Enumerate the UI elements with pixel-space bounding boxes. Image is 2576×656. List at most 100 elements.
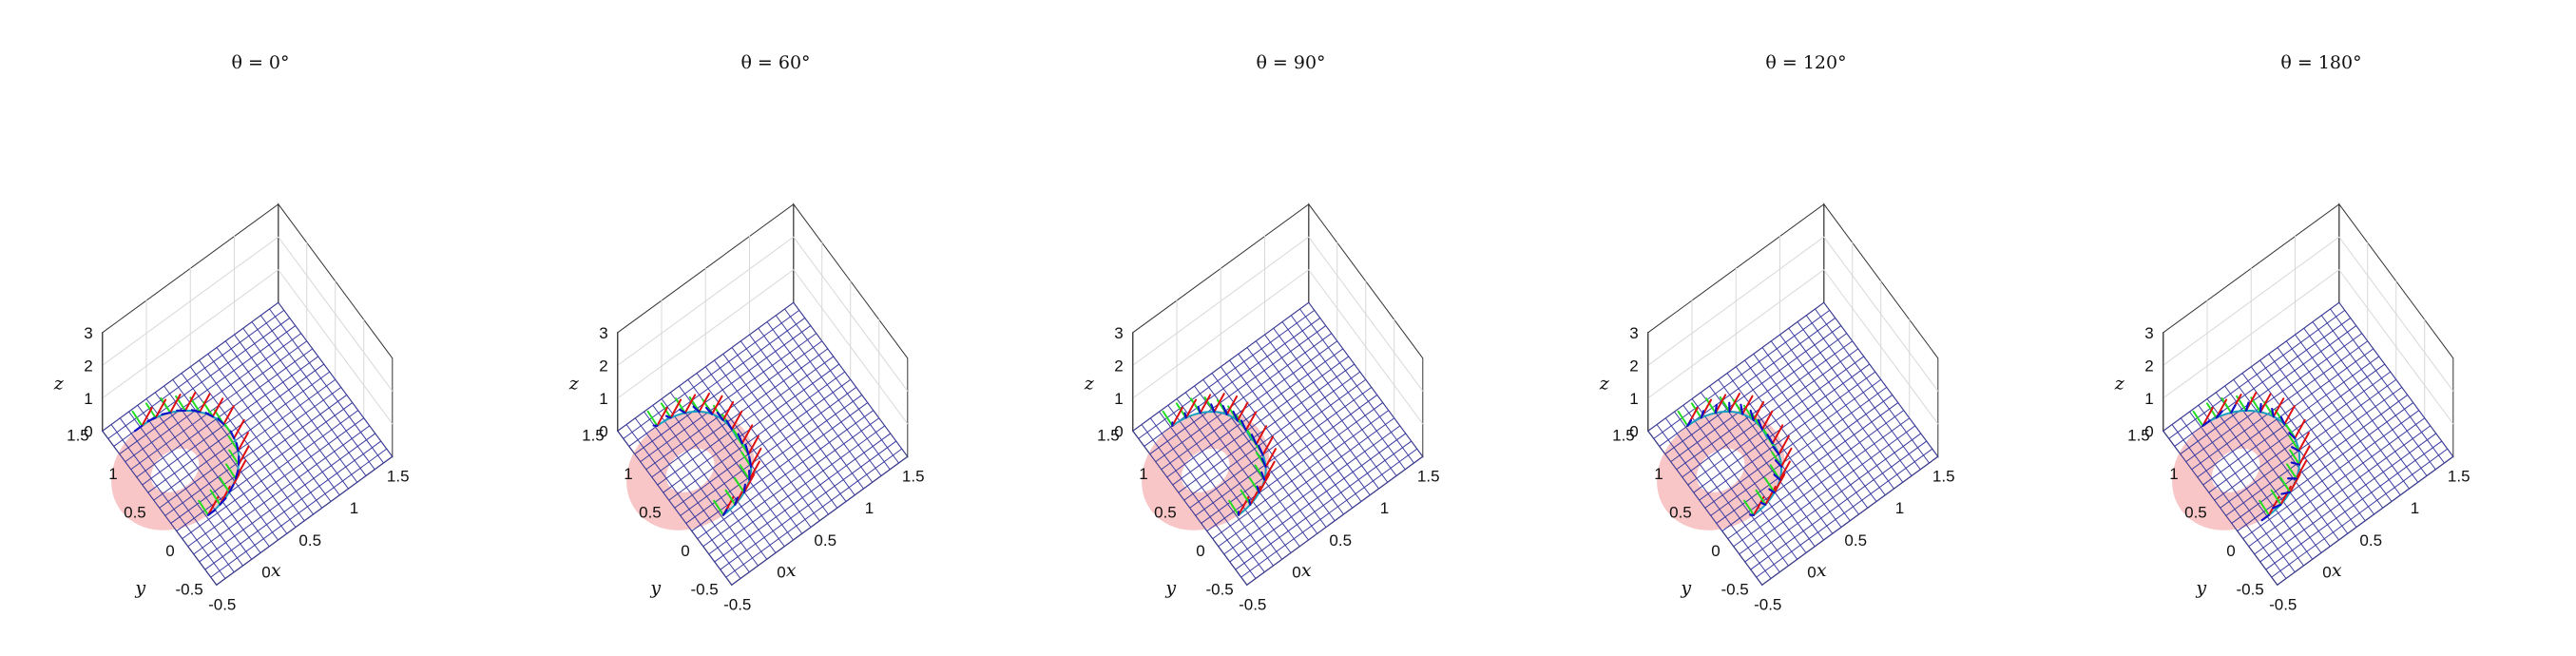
frame-arrow-y — [733, 476, 745, 494]
frame-arrow-z — [1210, 403, 1216, 414]
frame-arrow-z — [2280, 491, 2292, 495]
disk-surface — [111, 410, 240, 531]
mesh-line — [2214, 371, 2392, 501]
mesh-line — [1255, 340, 1371, 496]
frame-arrow-z — [1221, 405, 1228, 415]
frame-arrow-x — [740, 424, 754, 445]
subplot-canvas: θ = 120° 0 1 2 3 -0.5 0 0.5 1 1.5 -0.5 0 0.5 1 1.5 z y x — [1599, 52, 1955, 614]
subplot-canvas: θ = 90° 0 1 2 3 -0.5 0 0.5 1 1.5 -0.5 0 0.5 1 1.5 z y x — [1084, 52, 1440, 613]
frame-arrow-y — [1755, 489, 1767, 506]
x-axis-label: x — [1301, 560, 1312, 581]
frame-arrow-y — [1704, 397, 1717, 415]
mesh-line — [159, 378, 336, 509]
frame-arrow-x — [211, 397, 224, 418]
mesh-line — [119, 325, 297, 455]
frame-arrow-z — [1256, 485, 1260, 494]
x-tick-label: -0.5 — [1239, 595, 1266, 613]
y-tick-label: 1 — [108, 465, 117, 483]
frame-arrow-z — [1248, 498, 1252, 506]
frame-curve — [1162, 393, 1278, 516]
frame-arrow-x — [1764, 485, 1777, 506]
frame-arrow-z — [1232, 410, 1240, 422]
frame-arrow-z — [2291, 446, 2300, 453]
frame-arrow-y — [2192, 410, 2204, 427]
frame-arrow-y — [2220, 396, 2233, 414]
mesh-surface — [617, 301, 909, 586]
mesh-line — [1670, 333, 1848, 463]
mesh-line — [207, 353, 323, 509]
frame-arrow-y — [1743, 499, 1755, 516]
mesh-line — [1149, 325, 1327, 455]
frame-arrow-x — [183, 391, 197, 412]
frame-arrow-z — [190, 409, 202, 414]
mesh-line — [645, 340, 823, 471]
x-tick-label: -0.5 — [2269, 595, 2297, 613]
y-tick-label: 1 — [2169, 465, 2178, 483]
frame-arrow-z — [217, 417, 225, 426]
frame-arrow-z — [725, 419, 734, 431]
frame-arrow-x — [1225, 395, 1239, 415]
frame-arrow-z — [1772, 445, 1780, 455]
frame-arrow-z — [716, 411, 724, 422]
frame-arrow-z — [206, 509, 217, 516]
z-tick-label: 3 — [1629, 324, 1638, 342]
frame-arrow-y — [713, 499, 724, 516]
frame-arrow-z — [2288, 432, 2297, 439]
frame-arrow-z — [2271, 408, 2275, 418]
subplot-title: θ = 0° — [231, 52, 289, 73]
mesh-line — [1664, 325, 1842, 455]
frame-arrow-x — [2283, 405, 2296, 426]
frame-arrow-x — [1760, 410, 1774, 431]
y-tick-label: 1.5 — [67, 426, 89, 444]
y-tick-label: 0 — [681, 542, 689, 560]
frame-arrow-x — [1258, 473, 1271, 494]
tick-labels: 0 1 2 3 -0.5 0 0.5 1 1.5 -0.5 0 0.5 1 1.5 — [1612, 324, 1954, 614]
frame-arrow-z — [235, 441, 240, 453]
x-axis-label: x — [786, 560, 797, 581]
frame-arrow-y — [2279, 476, 2292, 493]
y-tick-label: 1 — [1139, 465, 1147, 483]
frame-arrow-x — [656, 406, 668, 427]
frame-arrow-x — [2295, 459, 2308, 480]
frame-arrow-z — [721, 509, 728, 516]
x-tick-label: 1.5 — [1932, 467, 1955, 485]
frame-arrow-x — [237, 432, 249, 453]
frame-arrow-x — [238, 445, 250, 466]
x-tick-label: 0 — [2322, 564, 2331, 582]
disk-surface — [626, 410, 755, 531]
y-tick-label: 0.5 — [1669, 503, 1692, 521]
mesh-line — [2303, 327, 2419, 483]
frame-arrow-x — [1771, 424, 1784, 445]
frame-arrow-x — [1236, 401, 1249, 422]
y-tick-label: 0.5 — [639, 503, 662, 521]
subplot-title: θ = 120° — [1765, 52, 1846, 73]
x-axis-label: x — [2332, 560, 2342, 581]
y-tick-label: 0.5 — [1154, 503, 1177, 521]
mesh-line — [1246, 347, 1362, 502]
mesh-line — [2312, 321, 2428, 476]
subplot-5: θ = 180° 0 1 2 3 -0.5 0 0.5 1 1.5 -0.5 0 0.5 1 1.5 z y x — [2061, 0, 2576, 656]
x-tick-label: 0.5 — [1329, 531, 1352, 550]
frame-arrow-z — [704, 406, 714, 415]
frame-arrow-y — [2259, 499, 2270, 516]
x-tick-label: 1 — [1895, 499, 1904, 517]
frame-arrow-z — [1240, 419, 1247, 432]
frame-curve — [1677, 393, 1793, 516]
mesh-line — [2202, 356, 2380, 486]
z-tick-label: 0 — [84, 422, 92, 440]
frame-arrow-x — [154, 398, 167, 419]
mesh-line — [2338, 301, 2454, 457]
frame-arrow-x — [1261, 435, 1275, 456]
frame-arrow-y — [225, 463, 237, 480]
mesh-line — [1155, 333, 1333, 463]
mesh-line — [2208, 363, 2386, 493]
mesh-line — [1290, 315, 1406, 471]
mesh-line — [278, 301, 394, 457]
mesh-line — [2295, 334, 2410, 490]
disk-surface — [1657, 410, 1785, 531]
frame-arrow-z — [1183, 412, 1187, 419]
mesh-line — [793, 301, 909, 457]
frame-arrow-y — [724, 489, 737, 506]
frame-arrow-y — [227, 435, 240, 453]
subplot-3: θ = 90° 0 1 2 3 -0.5 0 0.5 1 1.5 -0.5 0 0.5 1 1.5 z y x — [1030, 0, 1546, 656]
